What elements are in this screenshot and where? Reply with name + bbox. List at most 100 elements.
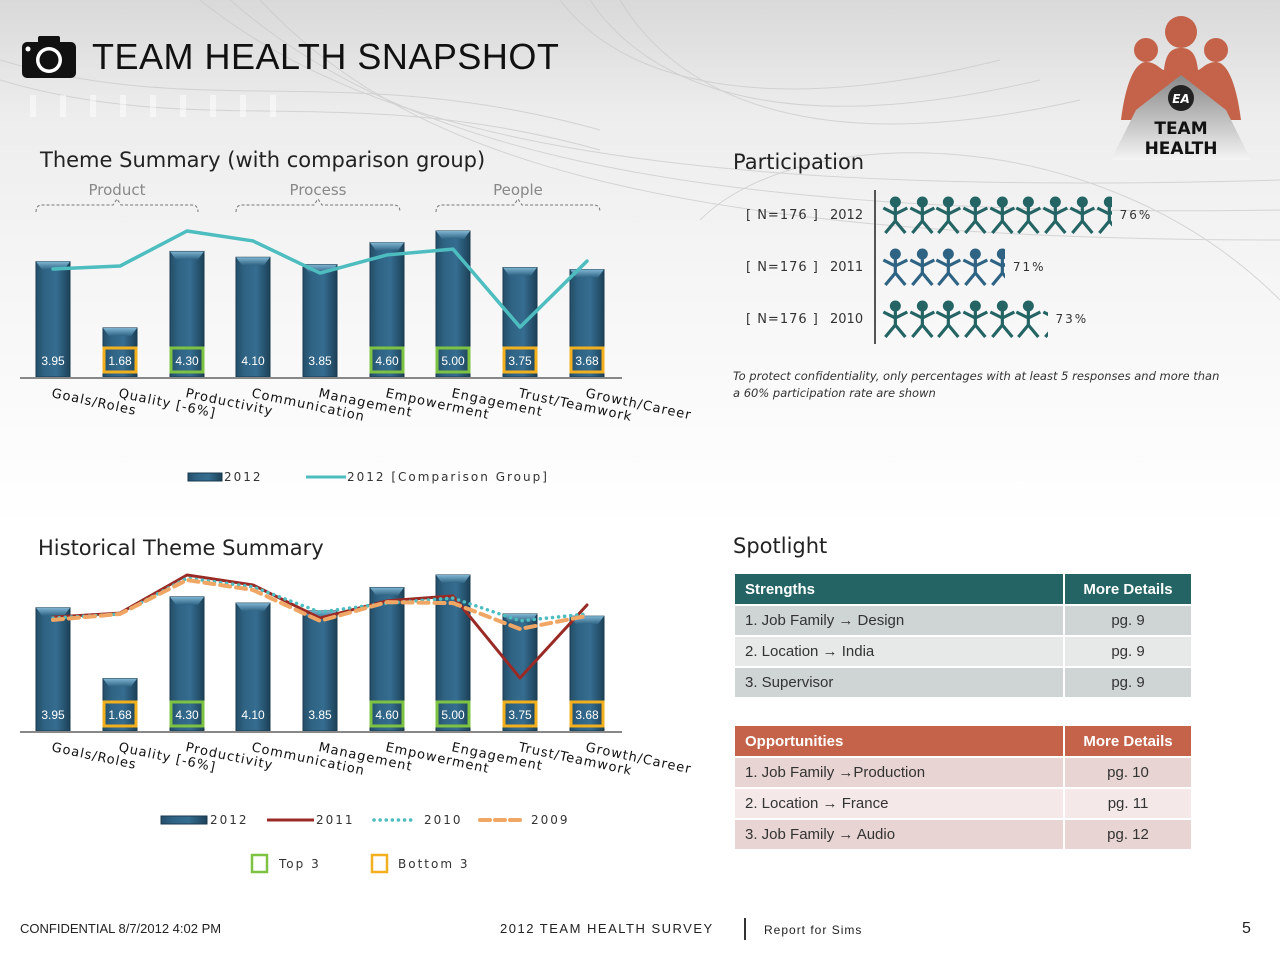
- person-icon: [936, 248, 962, 287]
- participation-row: [ N=176 ] 2011: [746, 244, 1045, 290]
- person-icon: [882, 248, 909, 287]
- participation-year: 2012: [830, 207, 864, 223]
- person-icon: [962, 196, 989, 235]
- bar-2012: [502, 267, 538, 378]
- table-row[interactable]: 1. Job Family → Design pg. 9: [735, 606, 1191, 635]
- table-row[interactable]: 2. Location → India pg. 9: [735, 637, 1191, 666]
- bottom3-highlight: [569, 700, 605, 728]
- bar-value-label: 3.68: [575, 354, 599, 368]
- opportunity-item: 3. Job Family → Audio: [735, 820, 1063, 849]
- bar-cap: [370, 587, 404, 596]
- bar-value-label: 3.68: [575, 708, 599, 722]
- opportunity-item: 1. Job Family →Production: [735, 758, 1063, 787]
- person-icon: [989, 300, 1015, 339]
- bar-2012: [502, 613, 538, 732]
- strength-item: 1. Job Family → Design: [735, 606, 1063, 635]
- page-number: 5: [1242, 920, 1251, 937]
- bar-cap: [236, 603, 270, 612]
- person-icon: [909, 196, 935, 235]
- theme-charts: Product Process People 3.95 1.68 4.30 4.10 3.85…: [20, 181, 693, 874]
- bar-2012: [569, 269, 605, 378]
- legend-label: 2010: [424, 813, 463, 827]
- person-icon: [909, 248, 935, 287]
- participation-axis: [874, 190, 876, 344]
- bar-value-label: 3.75: [508, 354, 532, 368]
- bottom3-highlight: [102, 700, 138, 728]
- strength-page-link[interactable]: pg. 9: [1065, 668, 1191, 697]
- bar-cap: [436, 575, 470, 583]
- legend-label: 2012 [Comparison Group]: [347, 470, 549, 484]
- legend-bottom3-swatch: [370, 853, 389, 874]
- participation-year: 2011: [830, 259, 864, 275]
- person-icon: [936, 300, 962, 339]
- table-row[interactable]: 3. Job Family → Audio pg. 12: [735, 820, 1191, 849]
- bar-2012: [235, 602, 271, 732]
- bar-2012: [302, 264, 338, 378]
- bar-value-label: 5.00: [441, 354, 465, 368]
- strength-page-link[interactable]: pg. 9: [1065, 606, 1191, 635]
- person-icon: [882, 196, 909, 235]
- legend-label: Bottom 3: [398, 857, 469, 871]
- camera-icon: [22, 36, 76, 78]
- logo-line1: TEAM: [1154, 119, 1207, 139]
- footer-confidential: CONFIDENTIAL 8/7/2012 4:02 PM: [20, 921, 222, 936]
- bar-value-label: 4.10: [241, 708, 265, 722]
- bar-value-label: 3.95: [41, 708, 65, 722]
- ea-badge: EA: [1172, 92, 1189, 106]
- theme-summary-title: Theme Summary (with comparison group): [40, 148, 486, 172]
- strengths-details-header: More Details: [1065, 574, 1191, 604]
- participation-pictograph: [882, 192, 1112, 238]
- strength-page-link[interactable]: pg. 9: [1065, 637, 1191, 666]
- participation-row: [ N=176 ] 2012: [746, 192, 1152, 238]
- bar-2012: [369, 242, 405, 378]
- opportunity-item: 2. Location → France: [735, 789, 1063, 818]
- top3-highlight: [435, 700, 471, 728]
- legend-label: 2012: [210, 813, 249, 827]
- historical-chart: 3.95 1.68 4.30 4.10 3.85 4.60 5.00 3.75 3.68Goal…: [20, 573, 693, 874]
- participation-year: 2010: [830, 311, 864, 327]
- bar-cap: [103, 327, 137, 336]
- strength-item: 3. Supervisor: [735, 668, 1063, 697]
- opportunity-page-link[interactable]: pg. 10: [1065, 758, 1191, 787]
- person-icon: [1016, 196, 1042, 235]
- table-row[interactable]: 3. Supervisor pg. 9: [735, 668, 1191, 697]
- legend-swatch-2012: [160, 815, 208, 825]
- table-row[interactable]: 1. Job Family →Production pg. 10: [735, 758, 1191, 787]
- opportunity-page-link[interactable]: pg. 11: [1065, 789, 1191, 818]
- person-icon: [989, 248, 1005, 287]
- bottom3-highlight: [502, 346, 538, 374]
- top3-highlight: [169, 700, 205, 728]
- group-bracket: [235, 198, 401, 213]
- strengths-header: Strengths: [735, 574, 1063, 604]
- bar-value-label: 4.10: [241, 354, 265, 368]
- bar-value-label: 4.30: [175, 354, 199, 368]
- person-icon: [962, 300, 989, 339]
- bar-value-label: 3.85: [308, 708, 332, 722]
- bar-value-label: 1.68: [108, 708, 132, 722]
- bottom3-highlight: [102, 346, 138, 374]
- person-icon: [909, 300, 935, 339]
- bottom3-highlight: [502, 700, 538, 728]
- footer-report: Report for Sims: [764, 923, 863, 937]
- historical-title: Historical Theme Summary: [38, 536, 324, 560]
- legend-label: 2012: [224, 470, 263, 484]
- bar-cap: [36, 607, 70, 616]
- logo-line2: HEALTH: [1145, 139, 1218, 159]
- series-line-2010: [51, 576, 589, 623]
- legend-top3-swatch: [250, 853, 269, 874]
- footer-divider: [744, 918, 746, 940]
- strengths-table: Strengths More Details 1. Job Family → D…: [733, 572, 1193, 699]
- bar-value-label: 1.68: [108, 354, 132, 368]
- table-row[interactable]: 2. Location → France pg. 11: [735, 789, 1191, 818]
- bar-cap: [170, 596, 204, 605]
- participation-n: [ N=176 ]: [746, 259, 819, 275]
- opportunities-table: Opportunities More Details 1. Job Family…: [733, 724, 1193, 851]
- group-label: People: [493, 181, 543, 199]
- group-label: Product: [89, 181, 146, 199]
- participation-percent: 76%: [1119, 208, 1153, 222]
- top3-highlight: [435, 346, 471, 374]
- bar-value-label: 5.00: [441, 708, 465, 722]
- legend-label: 2011: [316, 813, 355, 827]
- team-health-logo: EA TEAM HEALTH: [1111, 16, 1251, 160]
- opportunity-page-link[interactable]: pg. 12: [1065, 820, 1191, 849]
